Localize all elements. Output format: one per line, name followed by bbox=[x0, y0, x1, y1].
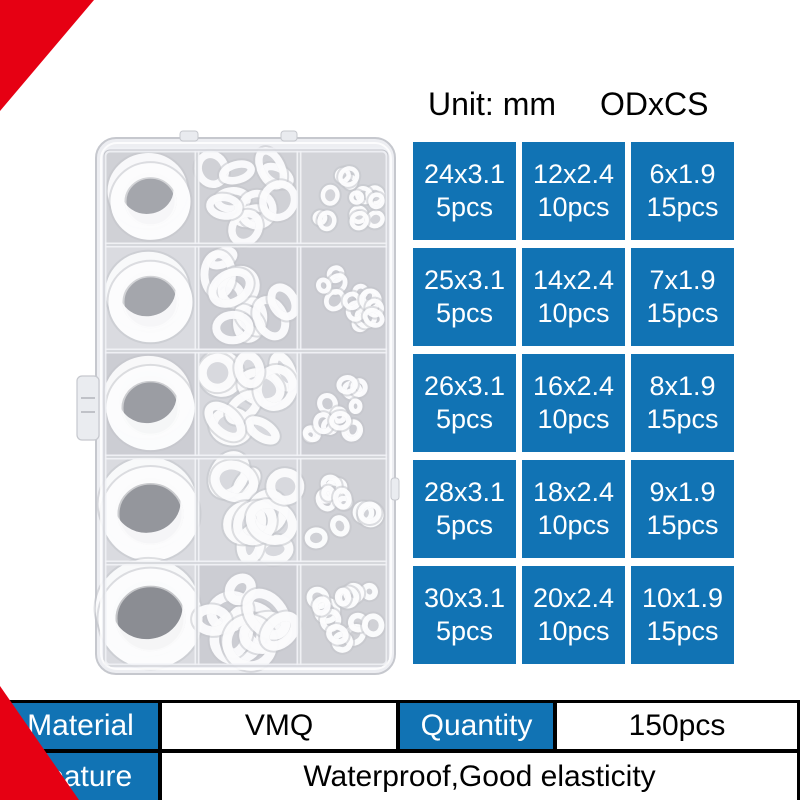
table-column-divider bbox=[158, 703, 162, 749]
product-photo bbox=[60, 110, 420, 690]
info-value-cell: VMQ bbox=[162, 703, 396, 749]
spec-qty: 10pcs bbox=[537, 298, 610, 328]
corner-triangle-top-left bbox=[0, 0, 94, 111]
spec-qty: 15pcs bbox=[646, 192, 719, 222]
unit-heading: Unit: mm ODxCS bbox=[428, 86, 708, 123]
spec-qty: 15pcs bbox=[646, 404, 719, 434]
spec-qty: 5pcs bbox=[435, 192, 494, 222]
info-value-cell: 150pcs bbox=[557, 703, 797, 749]
spec-cell: 16x2.4 10pcs bbox=[522, 354, 625, 452]
spec-cell: 18x2.4 10pcs bbox=[522, 460, 625, 558]
spec-size: 10x1.9 bbox=[641, 582, 724, 613]
spec-cell: 30x3.1 5pcs bbox=[413, 566, 516, 664]
info-value-cell: Waterproof,Good elasticity bbox=[162, 753, 797, 800]
spec-size: 20x2.4 bbox=[532, 582, 615, 613]
info-table-row: Material VMQ Quantity 150pcs bbox=[3, 703, 797, 749]
spec-cell: 7x1.9 15pcs bbox=[631, 248, 734, 346]
spec-size: 26x3.1 bbox=[423, 370, 506, 401]
spec-cell: 12x2.4 10pcs bbox=[522, 142, 625, 240]
size-spec-grid: 24x3.1 5pcs 12x2.4 10pcs 6x1.9 15pcs 25x3.1 5pc… bbox=[413, 142, 734, 664]
spec-qty: 15pcs bbox=[646, 510, 719, 540]
spec-size: 30x3.1 bbox=[423, 582, 506, 613]
format-label: ODxCS bbox=[600, 86, 709, 122]
spec-qty: 5pcs bbox=[435, 404, 494, 434]
spec-qty: 5pcs bbox=[435, 616, 494, 646]
spec-size: 7x1.9 bbox=[649, 264, 716, 295]
spec-size: 28x3.1 bbox=[423, 476, 506, 507]
table-row-divider bbox=[3, 749, 797, 753]
spec-size: 12x2.4 bbox=[532, 158, 615, 189]
spec-size: 9x1.9 bbox=[649, 476, 716, 507]
spec-cell: 8x1.9 15pcs bbox=[631, 354, 734, 452]
spec-size: 8x1.9 bbox=[649, 370, 716, 401]
spec-cell: 25x3.1 5pcs bbox=[413, 248, 516, 346]
spec-cell: 28x3.1 5pcs bbox=[413, 460, 516, 558]
table-column-divider bbox=[396, 703, 400, 749]
spec-cell: 9x1.9 15pcs bbox=[631, 460, 734, 558]
table-column-divider bbox=[553, 703, 557, 749]
info-header-cell: Quantity bbox=[400, 703, 553, 749]
info-table-row: Feature Waterproof,Good elasticity bbox=[3, 753, 797, 800]
spec-qty: 10pcs bbox=[537, 510, 610, 540]
spec-qty: 10pcs bbox=[537, 616, 610, 646]
spec-size: 6x1.9 bbox=[649, 158, 716, 189]
spec-size: 16x2.4 bbox=[532, 370, 615, 401]
spec-cell: 24x3.1 5pcs bbox=[413, 142, 516, 240]
spec-qty: 5pcs bbox=[435, 298, 494, 328]
spec-cell: 6x1.9 15pcs bbox=[631, 142, 734, 240]
spec-qty: 5pcs bbox=[435, 510, 494, 540]
spec-cell: 20x2.4 10pcs bbox=[522, 566, 625, 664]
spec-cell: 26x3.1 5pcs bbox=[413, 354, 516, 452]
spec-size: 14x2.4 bbox=[532, 264, 615, 295]
table-column-divider bbox=[158, 753, 162, 800]
spec-size: 18x2.4 bbox=[532, 476, 615, 507]
spec-qty: 10pcs bbox=[537, 192, 610, 222]
product-info-table: Material VMQ Quantity 150pcs Feature Waterpro… bbox=[0, 700, 800, 800]
spec-qty: 10pcs bbox=[537, 404, 610, 434]
spec-size: 25x3.1 bbox=[423, 264, 506, 295]
spec-qty: 15pcs bbox=[646, 616, 719, 646]
spec-cell: 10x1.9 15pcs bbox=[631, 566, 734, 664]
unit-label: Unit: mm bbox=[428, 86, 556, 122]
spec-size: 24x3.1 bbox=[423, 158, 506, 189]
spec-qty: 15pcs bbox=[646, 298, 719, 328]
storage-box-illustration bbox=[76, 130, 400, 675]
spec-cell: 14x2.4 10pcs bbox=[522, 248, 625, 346]
